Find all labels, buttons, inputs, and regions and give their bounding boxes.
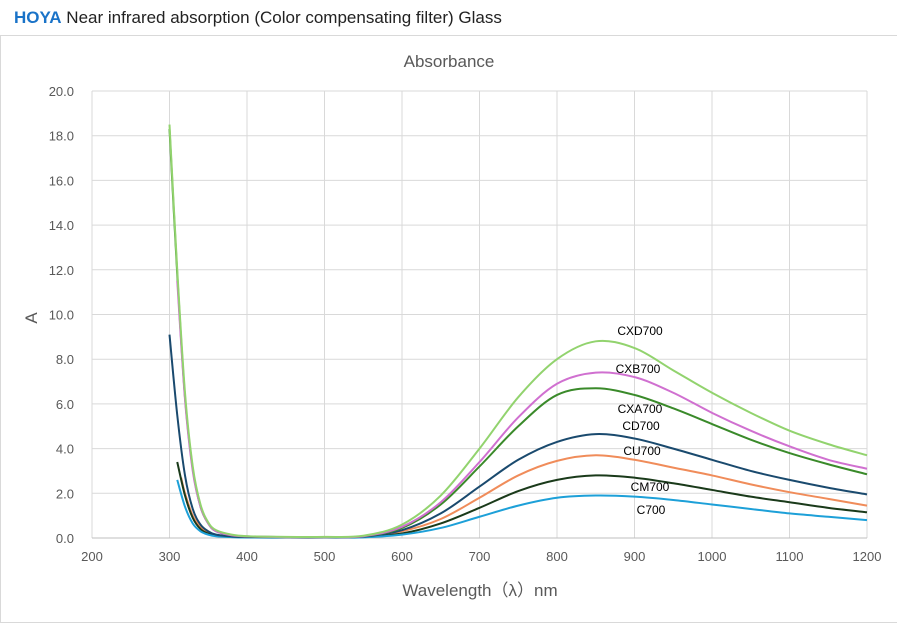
x-tick-label: 400 [236, 549, 258, 564]
y-tick-label: 6.0 [56, 397, 74, 412]
series-label-c700: C700 [637, 503, 666, 517]
x-tick-label: 500 [314, 549, 336, 564]
x-tick-label: 1100 [776, 549, 804, 564]
y-tick-label: 4.0 [56, 442, 74, 457]
y-tick-label: 8.0 [56, 352, 74, 367]
chart-frame [0, 35, 897, 623]
page-header: HOYA Near infrared absorption (Color com… [14, 8, 502, 28]
x-tick-label: 1200 [853, 549, 882, 564]
series-label-cxa700: CXA700 [618, 402, 663, 416]
x-tick-label: 300 [159, 549, 181, 564]
series-line-c700 [176, 479, 868, 539]
series-line-cu700 [180, 454, 868, 539]
y-tick-label: 20.0 [49, 84, 74, 99]
page-title: Near infrared absorption (Color compensa… [66, 8, 502, 27]
series-label-cd700: CD700 [622, 419, 660, 433]
series-line-cd700 [168, 334, 868, 539]
chart-title: Absorbance [404, 52, 495, 71]
y-tick-label: 2.0 [56, 486, 74, 501]
x-tick-label: 900 [624, 549, 646, 564]
x-tick-label: 800 [546, 549, 568, 564]
y-tick-label: 16.0 [49, 173, 74, 188]
y-axis-label: A [22, 312, 41, 324]
y-tick-label: 14.0 [49, 218, 74, 233]
x-axis-label: Wavelength（λ）nm [402, 581, 557, 600]
y-tick-label: 0.0 [56, 531, 74, 546]
x-tick-label: 600 [391, 549, 413, 564]
y-tick-label: 12.0 [49, 263, 74, 278]
y-tick-label: 10.0 [49, 308, 74, 323]
x-tick-label: 700 [469, 549, 491, 564]
series-label-cm700: CM700 [631, 480, 670, 494]
brand-logo-text: HOYA [14, 8, 62, 27]
series-label-cu700: CU700 [623, 444, 661, 458]
x-tick-label: 200 [81, 549, 103, 564]
y-tick-label: 18.0 [49, 129, 74, 144]
series-label-cxd700: CXD700 [617, 324, 663, 338]
x-tick-label: 1000 [698, 549, 727, 564]
series-line-cxd700 [168, 124, 868, 539]
series-label-cxb700: CXB700 [616, 362, 661, 376]
series-line-cm700 [176, 461, 868, 539]
